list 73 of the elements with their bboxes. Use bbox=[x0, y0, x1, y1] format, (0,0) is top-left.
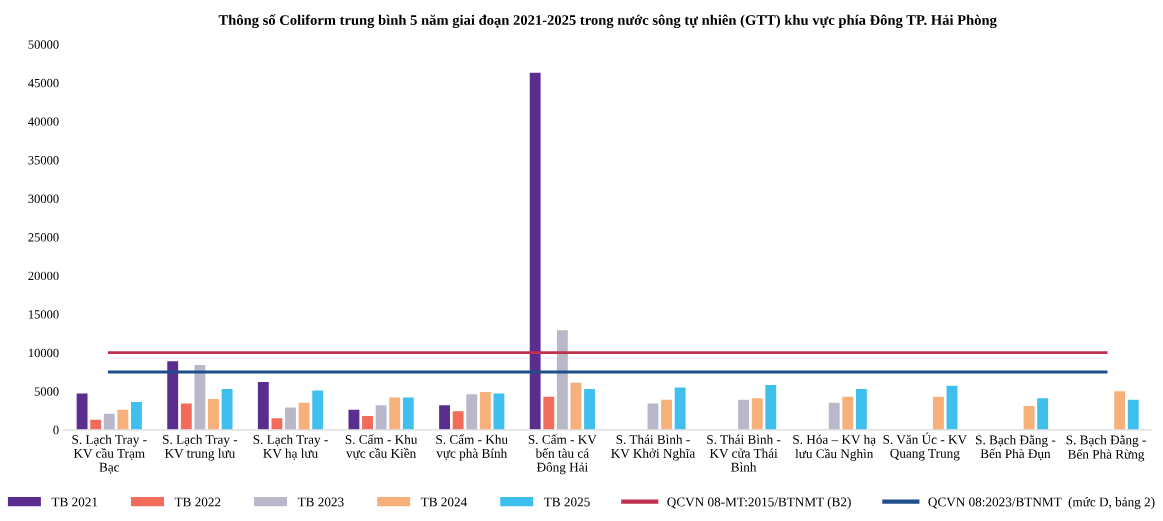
bar bbox=[1037, 398, 1049, 430]
bar bbox=[674, 387, 686, 430]
x-tick-label: S. Lạch Tray - KV trung lưu bbox=[163, 434, 238, 461]
bar bbox=[946, 385, 958, 430]
legend-label: TB 2024 bbox=[420, 497, 468, 507]
x-tick-label: S. Lạch Tray - KV hạ lưu bbox=[253, 434, 328, 460]
legend-label: TB 2025 bbox=[543, 497, 590, 507]
bar bbox=[529, 72, 541, 430]
bar bbox=[932, 396, 944, 430]
legend-label: TB 2023 bbox=[297, 497, 344, 507]
bar bbox=[452, 411, 464, 430]
y-tick-label: 15000 bbox=[28, 310, 59, 319]
y-tick-label: 0 bbox=[53, 425, 59, 435]
x-tick-label: S. Cấm - Khu vực cầu Kiền bbox=[345, 434, 418, 460]
bar bbox=[661, 399, 673, 430]
bar bbox=[221, 388, 233, 430]
y-tick-label: 30000 bbox=[28, 194, 59, 203]
bar bbox=[479, 392, 491, 430]
bar bbox=[765, 385, 777, 430]
chart-title: Thông số Coliform trung bình 5 năm giai đoạn 2021-2025 trong nước sông tự nhiên (GTT) khu vực phía Đông TP. Hải Phòng bbox=[218, 14, 997, 29]
bar bbox=[298, 402, 310, 430]
bar bbox=[493, 393, 505, 430]
bar bbox=[167, 361, 179, 430]
bar bbox=[208, 398, 219, 430]
legend-label: QCVN 08-MT:2015/BTNMT (B2) bbox=[667, 497, 851, 510]
bar bbox=[1127, 399, 1139, 430]
bar bbox=[257, 382, 269, 430]
y-tick-label: 50000 bbox=[28, 40, 59, 49]
bar bbox=[76, 393, 88, 430]
bar bbox=[828, 402, 840, 430]
x-tick-label: S. Bạch Đằng - Bến Phà Đụn bbox=[976, 434, 1056, 461]
bar bbox=[439, 405, 450, 430]
y-tick-label: 25000 bbox=[28, 233, 59, 242]
bar bbox=[271, 418, 283, 430]
bar bbox=[180, 403, 192, 430]
x-tick-label: S. Hóa – KV hạ lưu Cầu Nghìn bbox=[793, 434, 876, 461]
x-tick-label: S. Văn Úc - KV Quang Trung bbox=[883, 432, 967, 461]
bar bbox=[402, 397, 414, 430]
y-tick-label: 5000 bbox=[34, 387, 59, 396]
bar bbox=[1114, 391, 1126, 430]
bar bbox=[570, 382, 582, 430]
x-tick-label: S. Thái Bình - KV Khởi Nghĩa bbox=[611, 434, 696, 461]
bar bbox=[362, 415, 373, 430]
bar bbox=[842, 396, 854, 430]
x-tick-label: S. Lạch Tray - KV cầu Trạm Bạc bbox=[72, 434, 147, 474]
bar bbox=[312, 390, 324, 430]
bar bbox=[855, 388, 867, 430]
x-tick-label: S. Bạch Đằng - Bến Phà Rừng bbox=[1066, 434, 1146, 462]
bar bbox=[556, 330, 568, 430]
bar bbox=[131, 402, 142, 430]
y-tick-label: 40000 bbox=[28, 117, 59, 126]
bar bbox=[543, 396, 555, 430]
bar bbox=[389, 397, 401, 430]
x-tick-label: S. Cấm - Khu vực phà Bính bbox=[436, 434, 508, 461]
y-tick-label: 20000 bbox=[28, 271, 59, 281]
bar bbox=[584, 388, 595, 430]
bar bbox=[285, 407, 296, 430]
legend-label: TB 2021 bbox=[51, 497, 98, 507]
y-tick-label: 10000 bbox=[28, 348, 59, 358]
y-tick-label: 35000 bbox=[28, 155, 59, 165]
bar bbox=[117, 409, 129, 430]
bar bbox=[194, 365, 206, 430]
x-tick-label: S. Thái Bình - KV cửa Thái Bình bbox=[707, 434, 781, 472]
bar bbox=[103, 413, 115, 430]
bar bbox=[90, 419, 102, 430]
legend-label: TB 2022 bbox=[174, 497, 221, 507]
bar bbox=[738, 399, 750, 430]
y-tick-label: 45000 bbox=[28, 78, 59, 88]
x-tick-label: S. Cấm - KV bến tàu cá Đông Hải bbox=[528, 434, 597, 475]
bar bbox=[375, 405, 387, 430]
bar bbox=[751, 398, 763, 430]
bar bbox=[466, 394, 478, 430]
legend-label: QCVN 08:2023/BTNMT (mức D, bảng 2) bbox=[928, 497, 1155, 510]
